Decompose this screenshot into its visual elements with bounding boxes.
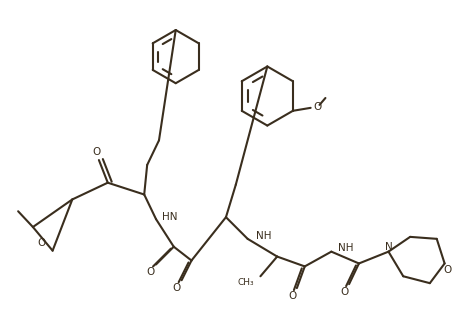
Text: O: O xyxy=(443,265,452,275)
Text: O: O xyxy=(146,267,154,277)
Text: O: O xyxy=(38,238,46,248)
Text: O: O xyxy=(289,291,297,301)
Text: CH₃: CH₃ xyxy=(238,278,255,287)
Text: O: O xyxy=(173,283,181,293)
Text: HN: HN xyxy=(162,212,178,222)
Text: O: O xyxy=(93,147,101,157)
Text: O: O xyxy=(340,287,348,297)
Text: NH: NH xyxy=(255,231,271,241)
Text: NH: NH xyxy=(338,243,354,253)
Text: O: O xyxy=(313,102,322,112)
Text: N: N xyxy=(385,242,392,252)
